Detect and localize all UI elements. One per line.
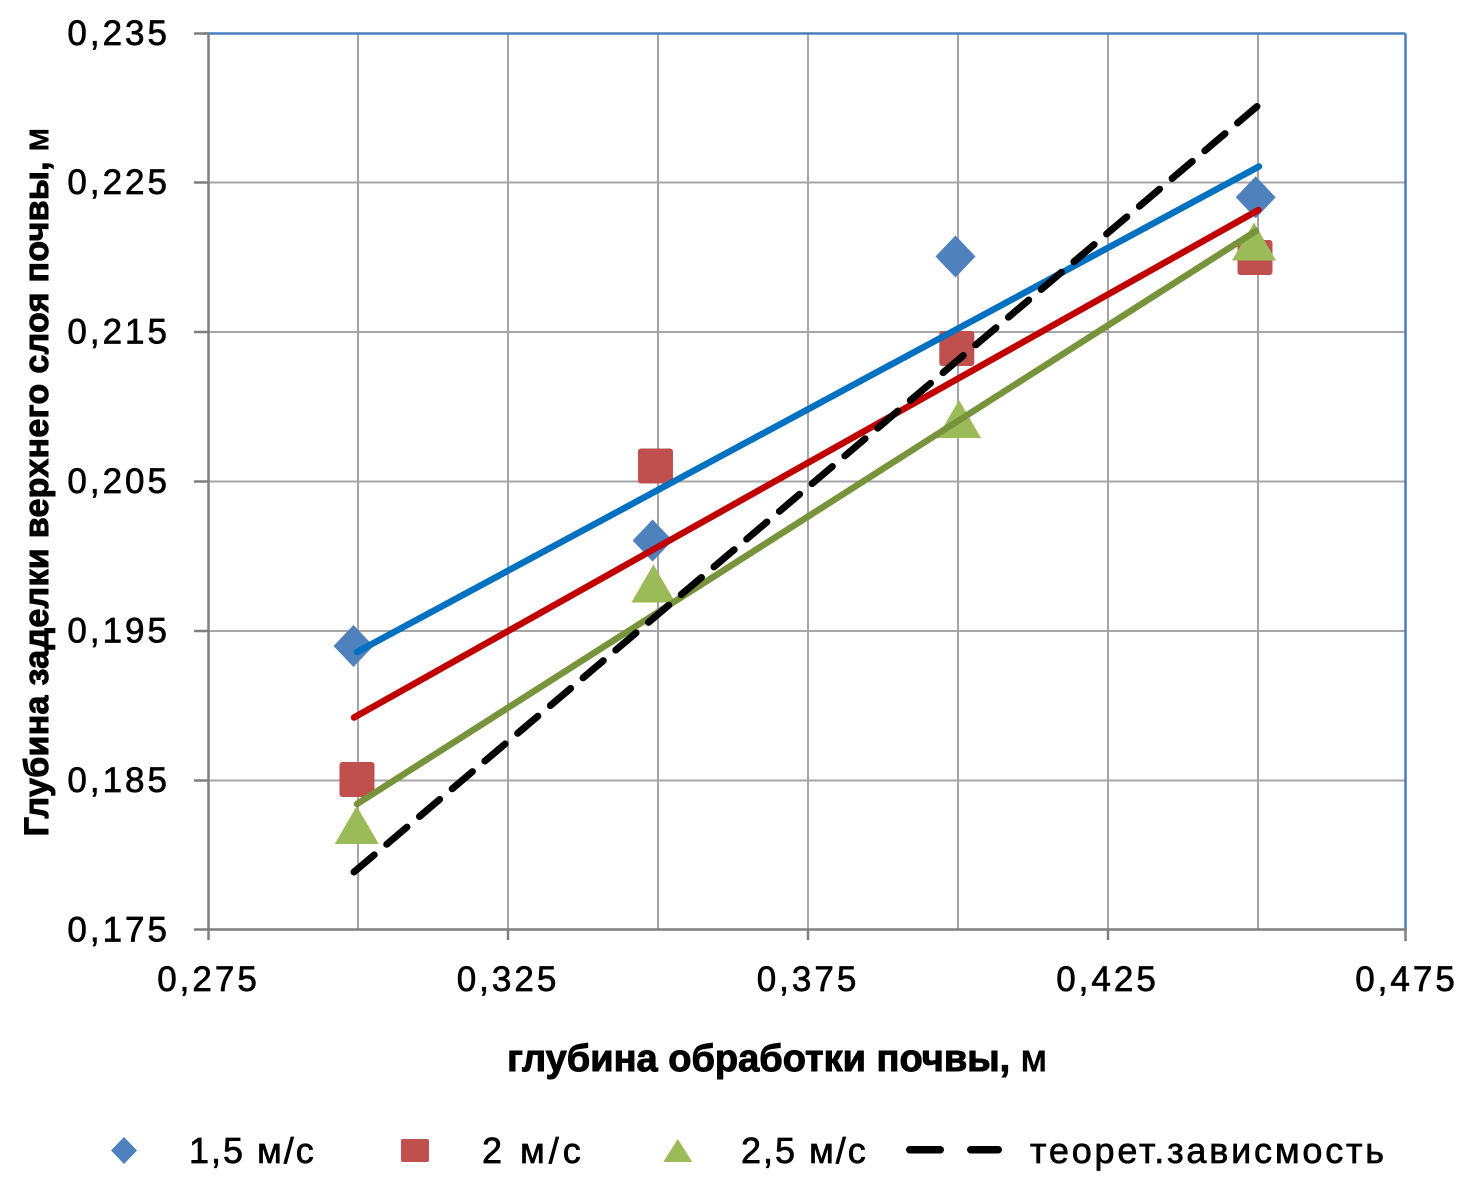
svg-text:0,475: 0,475	[1355, 960, 1458, 999]
svg-text:1,5 м/с: 1,5 м/с	[189, 1130, 316, 1171]
svg-text:теорет.зависмость: теорет.зависмость	[1030, 1130, 1387, 1171]
svg-text:0,215: 0,215	[67, 313, 170, 352]
svg-text:0,205: 0,205	[67, 462, 170, 501]
svg-text:0,425: 0,425	[1056, 960, 1159, 999]
svg-text:2 м/с: 2 м/с	[482, 1130, 585, 1171]
svg-text:0,235: 0,235	[67, 14, 170, 53]
svg-text:0,185: 0,185	[67, 761, 170, 800]
svg-text:0,195: 0,195	[67, 612, 170, 651]
svg-text:2,5 м/с: 2,5 м/с	[741, 1130, 868, 1171]
svg-text:Глубина заделки верхнего слоя: Глубина заделки верхнего слоя почвы, м	[18, 128, 56, 837]
svg-text:0,375: 0,375	[757, 960, 860, 999]
svg-text:0,275: 0,275	[157, 960, 260, 999]
svg-text:0,225: 0,225	[67, 163, 170, 202]
svg-text:глубина обработки почвы, м: глубина обработки почвы, м	[507, 1038, 1047, 1080]
svg-text:0,175: 0,175	[67, 911, 170, 950]
svg-text:0,325: 0,325	[457, 960, 560, 999]
